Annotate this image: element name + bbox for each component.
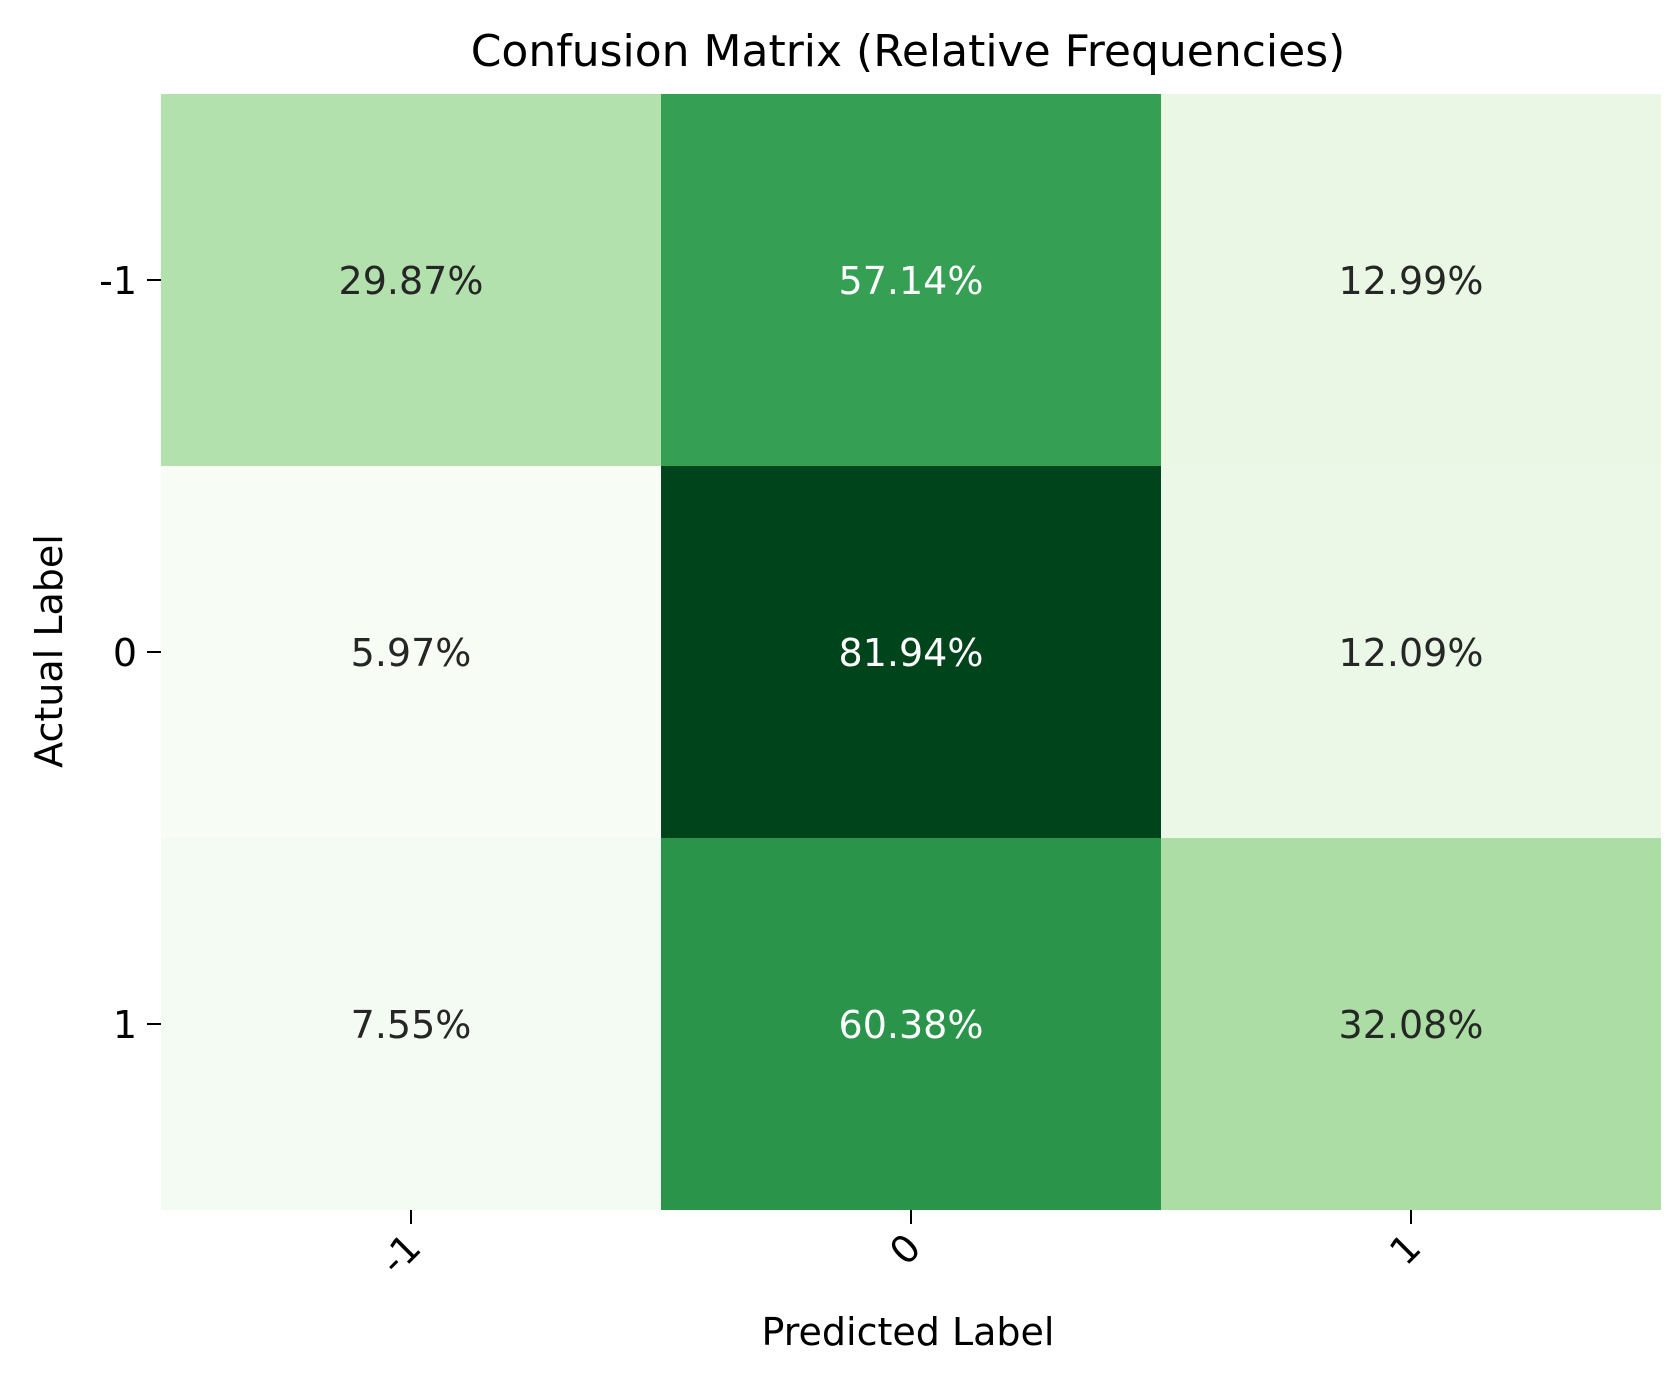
- y-axis-ticks: -1 0 1: [99, 259, 161, 1047]
- y-tick-label: 0: [113, 631, 137, 675]
- y-axis-label: Actual Label: [27, 534, 71, 768]
- chart-title: Confusion Matrix (Relative Frequencies): [471, 26, 1346, 77]
- heatmap-cell: [1161, 466, 1661, 838]
- cell-value-label: 60.38%: [839, 1003, 984, 1047]
- y-tick-label: -1: [99, 259, 137, 303]
- cell-value-label: 81.94%: [839, 631, 984, 675]
- cell-value-label: 57.14%: [839, 259, 984, 303]
- heatmap-cell: [661, 466, 1161, 838]
- heatmap-cell: [661, 838, 1161, 1210]
- heatmap-cell: [161, 94, 661, 466]
- heatmap-cells: [161, 94, 1661, 1210]
- cell-value-label: 5.97%: [351, 631, 472, 675]
- cell-value-label: 7.55%: [351, 1003, 472, 1047]
- x-axis-label: Predicted Label: [762, 1310, 1055, 1354]
- cell-value-label: 12.99%: [1339, 259, 1484, 303]
- heatmap-cell-labels: 29.87% 57.14% 12.99% 5.97% 81.94% 12.09% 7.55%…: [339, 259, 1484, 1047]
- heatmap-cell: [661, 94, 1161, 466]
- heatmap-cell: [1161, 94, 1661, 466]
- cell-value-label: 29.87%: [339, 259, 484, 303]
- y-tick-label: 1: [113, 1003, 137, 1047]
- heatmap-cell: [1161, 838, 1661, 1210]
- cell-value-label: 12.09%: [1339, 631, 1484, 675]
- heatmap-cell: [161, 466, 661, 838]
- heatmap-cell: [161, 838, 661, 1210]
- cell-value-label: 32.08%: [1339, 1003, 1484, 1047]
